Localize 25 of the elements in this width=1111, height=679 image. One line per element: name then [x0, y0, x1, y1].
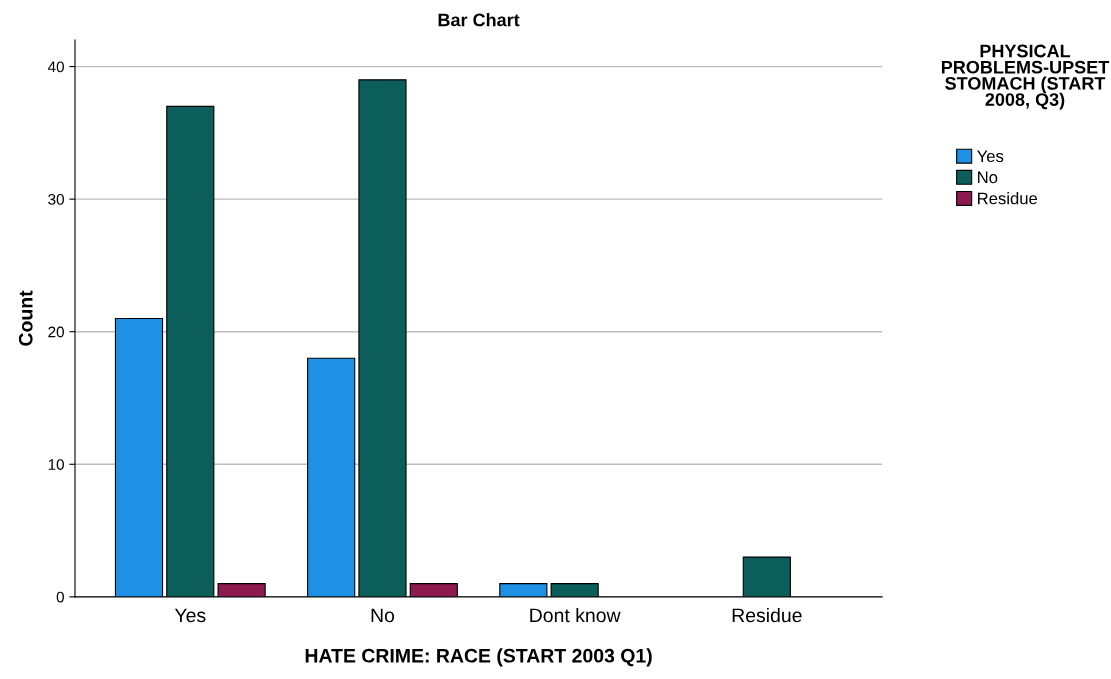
bar	[742, 556, 791, 597]
x-tick-label: Residue	[732, 607, 802, 623]
legend-label: Residue	[978, 192, 1038, 205]
y-tick-label: 10	[48, 459, 64, 470]
legend-label: Yes	[977, 150, 1004, 163]
y-tick-label: 20	[48, 326, 64, 338]
bar	[499, 583, 548, 597]
bar	[307, 357, 356, 597]
x-tick-label: Dont know	[530, 607, 621, 623]
x-tick-label: No	[371, 608, 395, 623]
chart-title: Bar Chart	[438, 13, 520, 27]
bar	[217, 583, 266, 597]
bar	[409, 583, 458, 597]
bar	[114, 317, 164, 597]
legend-title: PHYSICAL PROBLEMS-UPSET STOMACH (START 2008, Q3)	[941, 44, 1110, 110]
legend-label: No	[978, 171, 998, 184]
y-axis-title: Count	[18, 290, 33, 346]
x-axis-title: HATE CRIME: RACE (START 2003 Q1)	[305, 648, 652, 667]
x-tick-label: Yes	[174, 608, 206, 623]
y-tick-label: 0	[56, 591, 64, 603]
y-tick-label: 40	[47, 61, 64, 73]
bar	[166, 105, 215, 597]
bar	[550, 583, 599, 597]
bar	[358, 79, 407, 597]
y-tick-label: 30	[48, 194, 64, 205]
